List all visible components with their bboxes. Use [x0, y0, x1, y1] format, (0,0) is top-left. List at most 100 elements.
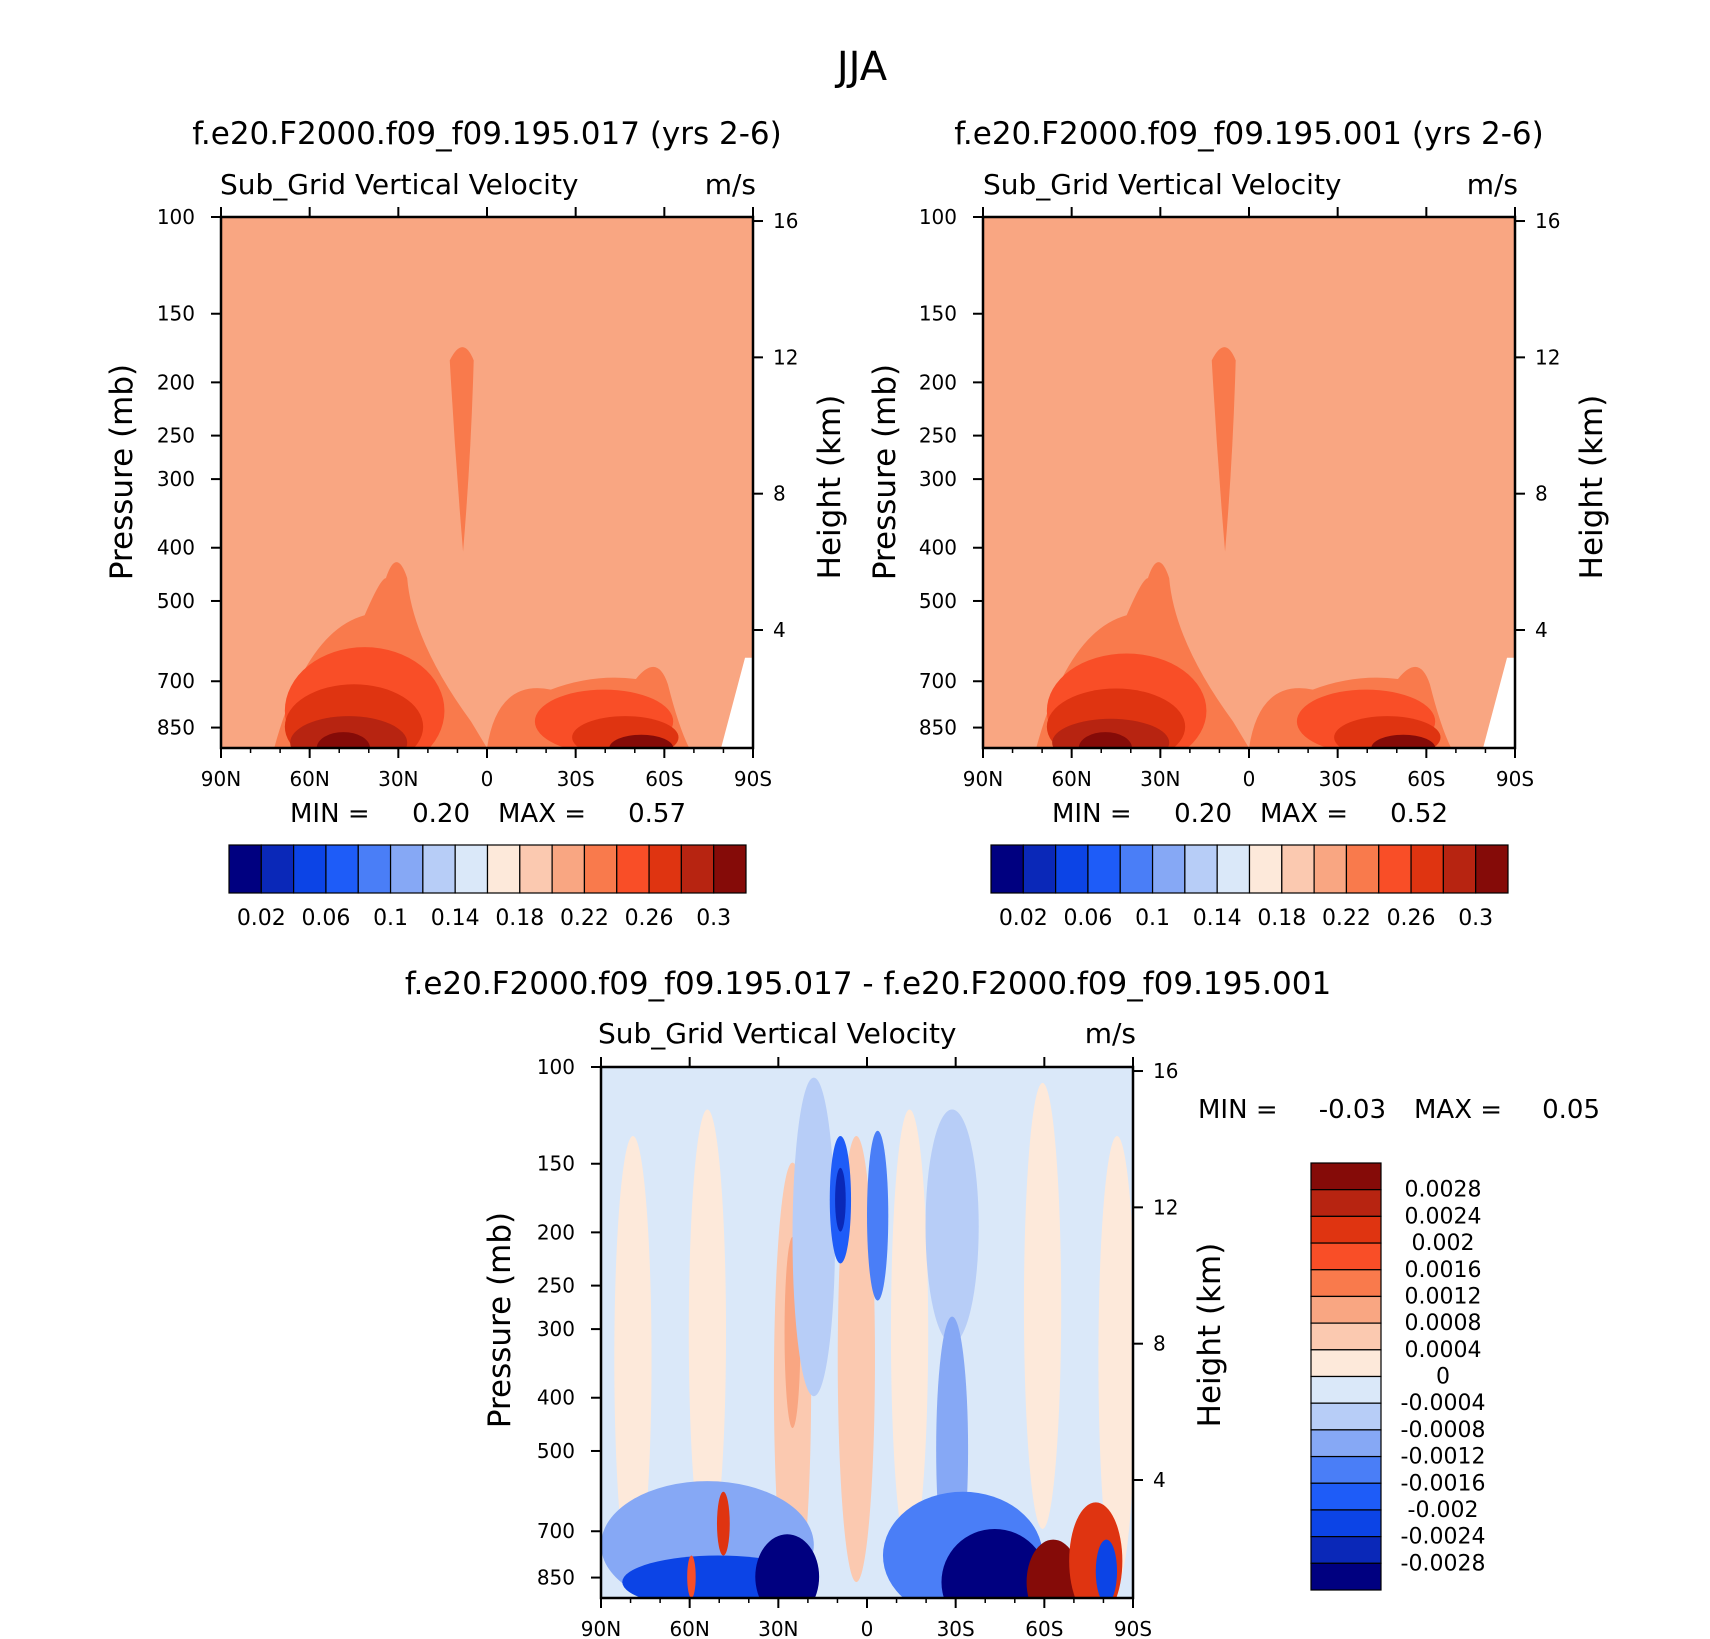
colorbar-label: 0.3 [696, 906, 731, 931]
colorbar-swatch [389, 844, 424, 894]
colorbar-label: 0.06 [1063, 906, 1112, 931]
y2-tick-label: 8 [1153, 1332, 1166, 1356]
figure-title: JJA [834, 44, 888, 90]
y2-tick-label: 8 [773, 482, 786, 506]
max-label: MAX = [1260, 799, 1348, 829]
colorbar-label: 0.14 [431, 906, 480, 931]
panel-title: f.e20.F2000.f09_f09.195.017 - f.e20.F200… [405, 966, 1331, 1002]
x-tick-label: 30S [557, 767, 595, 791]
y-tick-label: 250 [919, 424, 957, 448]
panel-model-001: f.e20.F2000.f09_f09.195.001 (yrs 2-6) Su… [867, 116, 1610, 931]
x-tick-label: 90N [201, 767, 241, 791]
colorbar-swatch [454, 844, 489, 894]
max-value: 0.57 [628, 799, 686, 829]
contour-region [687, 1555, 696, 1598]
y-tick-label: 100 [919, 205, 957, 229]
contour-region [1078, 732, 1132, 748]
contour-region [1026, 1539, 1080, 1598]
x-tick-label: 30S [1319, 767, 1357, 791]
y-axis-label: Pressure (mb) [482, 1212, 518, 1428]
colorbar-label: 0.0012 [1405, 1284, 1482, 1309]
colorbar-label: 0.1 [373, 906, 408, 931]
x-tick-label: 60N [1051, 767, 1091, 791]
y-tick-label: 250 [537, 1274, 575, 1298]
y-tick-label: 700 [919, 669, 957, 693]
contour-region [1095, 1539, 1118, 1598]
y2-tick-label: 16 [1153, 1059, 1178, 1083]
max-value: 0.52 [1390, 799, 1448, 829]
colorbar-swatch [1055, 844, 1089, 894]
contour-region [835, 1167, 846, 1232]
y-tick-label: 250 [157, 424, 195, 448]
colorbar-label: -0.0008 [1401, 1418, 1486, 1443]
colorbar-label: 0.0008 [1405, 1311, 1482, 1336]
y-tick-label: 400 [537, 1386, 575, 1410]
colorbar-label: 0.02 [237, 906, 286, 931]
colorbar-swatch [1248, 844, 1283, 894]
x-tick-label: 90N [963, 767, 1003, 791]
contour-region [688, 1109, 727, 1556]
x-tick-label: 60S [1407, 767, 1445, 791]
contour-region [290, 716, 408, 748]
colorbar-label: -0.0016 [1401, 1471, 1486, 1496]
colorbar-label: 0.3 [1458, 906, 1493, 931]
x-tick-label: 60S [1025, 1617, 1063, 1639]
y2-tick-label: 12 [1153, 1195, 1178, 1219]
panel-difference: f.e20.F2000.f09_f09.195.017 - f.e20.F200… [405, 966, 1600, 1639]
x-tick-label: 30S [937, 1617, 975, 1639]
colorbar-swatch [1410, 844, 1444, 894]
colorbar-label: 0.02 [999, 906, 1048, 931]
colorbar-label: 0.1 [1135, 906, 1170, 931]
colorbar-swatch [1310, 1269, 1382, 1298]
colorbar-label: 0.26 [625, 906, 674, 931]
x-tick-label: 90S [1114, 1617, 1152, 1639]
min-value: -0.03 [1319, 1095, 1386, 1125]
y2-tick-label: 12 [1535, 345, 1560, 369]
contour-region [755, 1534, 820, 1598]
colorbar-swatch [422, 844, 456, 894]
y-tick-label: 850 [157, 716, 195, 740]
colorbar-swatch [1310, 1295, 1382, 1324]
y2-tick-label: 16 [1535, 209, 1560, 233]
contour-field [221, 217, 753, 748]
x-tick-label: 90S [734, 767, 772, 791]
colorbar-swatch [713, 844, 747, 894]
colorbar-label: -0.002 [1408, 1498, 1479, 1523]
colorbar: 0.02 0.06 0.1 0.14 0.18 0.22 0.26 0.3 [228, 844, 747, 931]
colorbar-label: 0.22 [560, 906, 609, 931]
missing-region [1483, 657, 1515, 748]
y2-axis-label: Height (km) [812, 395, 848, 580]
colorbar-swatch [1281, 844, 1315, 894]
colorbar-swatch [648, 844, 682, 894]
missing-region [721, 657, 753, 748]
y-tick-label: 200 [919, 370, 957, 394]
contour-region [1098, 1136, 1133, 1583]
y2-tick-label: 8 [1535, 482, 1548, 506]
max-label: MAX = [498, 799, 586, 829]
y-tick-label: 500 [919, 589, 957, 613]
y-tick-label: 150 [537, 1152, 575, 1176]
panel-model-017: f.e20.F2000.f09_f09.195.017 (yrs 2-6) Su… [104, 116, 848, 931]
max-label: MAX = [1414, 1095, 1502, 1125]
colorbar-swatch [1345, 844, 1380, 894]
colorbar: 0.00280.00240.0020.00160.00120.00080.000… [1310, 1162, 1486, 1591]
variable-label: Sub_Grid Vertical Velocity [983, 168, 1342, 201]
colorbar-swatch [1313, 844, 1348, 894]
colorbar-label: 0.0024 [1405, 1204, 1482, 1229]
colorbar-swatch [1216, 844, 1251, 894]
colorbar-swatch [551, 844, 586, 894]
colorbar-swatch [1378, 844, 1412, 894]
colorbar-swatch [1310, 1536, 1382, 1564]
colorbar-swatch [357, 844, 392, 894]
x-tick-label: 60N [289, 767, 329, 791]
colorbar-label: 0.0004 [1405, 1338, 1482, 1363]
y-tick-label: 100 [537, 1055, 575, 1079]
colorbar-swatch [583, 844, 618, 894]
y-tick-label: 300 [919, 467, 957, 491]
min-value: 0.20 [412, 799, 470, 829]
y-tick-label: 150 [919, 302, 957, 326]
contour-region [1023, 1082, 1062, 1529]
colorbar: 0.02 0.06 0.1 0.14 0.18 0.22 0.26 0.3 [990, 844, 1509, 931]
contour-region [609, 734, 674, 748]
contour-region [716, 1491, 730, 1556]
